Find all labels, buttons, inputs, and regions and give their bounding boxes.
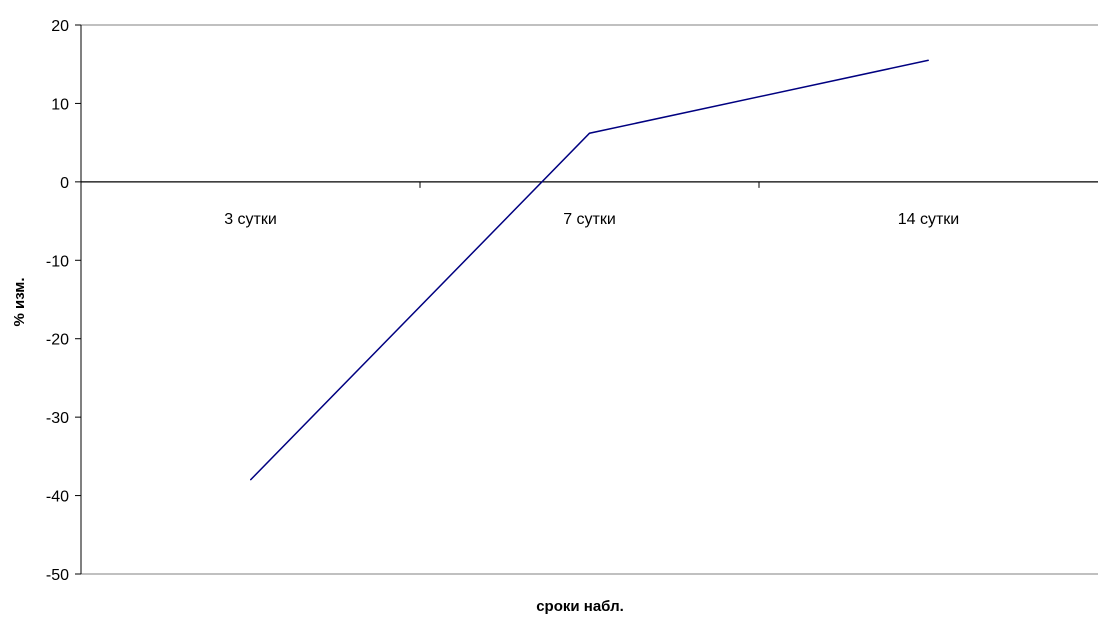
y-axis-title: % изм.	[11, 277, 28, 326]
y-tick-label: -20	[46, 332, 69, 349]
x-axis-title: сроки набл.	[536, 598, 624, 615]
y-tick-label: -50	[46, 567, 69, 584]
x-tick-label: 3 сутки	[224, 211, 277, 228]
y-tick-label: -40	[46, 489, 69, 506]
x-tick-label: 14 сутки	[898, 211, 960, 228]
y-tick-label: -10	[46, 253, 69, 270]
x-tick-label: 7 сутки	[563, 211, 616, 228]
y-tick-label: 0	[60, 175, 69, 192]
y-tick-label: 20	[51, 18, 69, 35]
series-point	[250, 479, 251, 481]
series-line	[249, 59, 929, 481]
y-tick-label: -30	[46, 410, 69, 427]
series-point	[589, 132, 590, 134]
y-tick-label: 10	[51, 96, 69, 113]
series-point	[928, 59, 929, 61]
